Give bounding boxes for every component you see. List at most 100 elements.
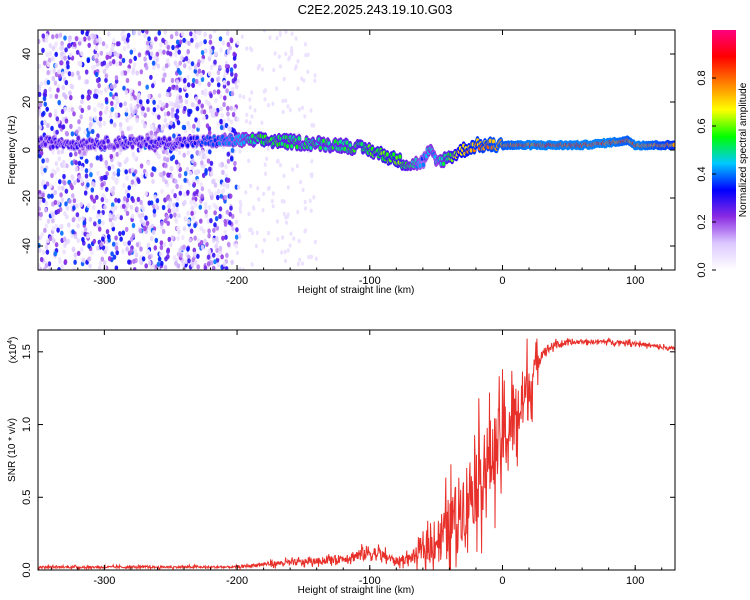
noise-cell bbox=[233, 63, 237, 69]
noise-cell bbox=[236, 78, 240, 84]
noise-cell bbox=[314, 239, 317, 245]
noise-cell bbox=[159, 240, 164, 246]
noise-cell bbox=[196, 178, 200, 184]
noise-cell bbox=[54, 93, 59, 99]
ridge-cell bbox=[333, 139, 337, 144]
noise-cell bbox=[96, 170, 100, 176]
noise-cell bbox=[151, 229, 156, 236]
noise-cell bbox=[64, 47, 68, 53]
noise-cell bbox=[191, 199, 196, 205]
noise-cell bbox=[225, 88, 229, 94]
noise-cell bbox=[240, 34, 244, 39]
ridge-cell bbox=[398, 154, 402, 159]
noise-cell bbox=[286, 104, 290, 109]
noise-cell bbox=[110, 202, 115, 208]
noise-cell bbox=[129, 106, 134, 112]
noise-cell bbox=[263, 30, 266, 33]
noise-cell bbox=[178, 190, 183, 196]
noise-cell bbox=[63, 106, 68, 112]
noise-cell bbox=[171, 84, 175, 90]
noise-cell bbox=[90, 128, 95, 135]
noise-cell bbox=[162, 66, 166, 72]
noise-cell bbox=[50, 193, 54, 199]
noise-cell bbox=[164, 256, 168, 262]
noise-cell bbox=[157, 30, 162, 36]
noise-cell bbox=[209, 48, 213, 54]
noise-cell bbox=[294, 36, 298, 41]
noise-cell bbox=[111, 226, 116, 232]
noise-cell bbox=[68, 52, 73, 58]
noise-cell bbox=[106, 234, 111, 240]
ridge-cell bbox=[469, 148, 473, 153]
noise-cell bbox=[79, 114, 83, 120]
noise-cell bbox=[230, 259, 234, 265]
noise-cell bbox=[132, 30, 136, 36]
noise-cell bbox=[230, 156, 234, 162]
noise-cell bbox=[176, 225, 180, 231]
noise-cell bbox=[132, 62, 137, 68]
noise-cell bbox=[93, 93, 97, 99]
noise-cell bbox=[100, 256, 105, 262]
spectrogram-y-axis-label: Frequency (Hz) bbox=[7, 116, 18, 185]
noise-cell bbox=[172, 255, 177, 261]
noise-cell bbox=[209, 93, 213, 99]
noise-cell bbox=[137, 80, 142, 87]
noise-cell bbox=[208, 34, 213, 40]
noise-cell bbox=[156, 261, 161, 267]
noise-cell bbox=[156, 128, 160, 134]
noise-cell bbox=[154, 237, 159, 243]
noise-cell bbox=[245, 46, 249, 51]
noise-cell bbox=[74, 151, 78, 157]
noise-cell bbox=[88, 122, 93, 128]
noise-cell bbox=[229, 67, 234, 73]
noise-cell bbox=[222, 101, 226, 108]
noise-cell bbox=[226, 151, 231, 157]
noise-cell bbox=[128, 58, 133, 64]
noise-cell bbox=[81, 236, 85, 243]
noise-cell bbox=[124, 107, 129, 113]
noise-cell bbox=[301, 261, 304, 266]
noise-cell bbox=[105, 229, 110, 235]
noise-cell bbox=[115, 177, 119, 183]
noise-cell bbox=[121, 35, 125, 42]
noise-cell bbox=[101, 220, 105, 226]
noise-cell bbox=[174, 178, 178, 184]
noise-cell bbox=[216, 121, 221, 127]
noise-cell bbox=[98, 260, 103, 266]
noise-cell bbox=[151, 178, 155, 185]
noise-cell bbox=[44, 263, 49, 269]
noise-cell bbox=[288, 243, 292, 248]
noise-cell bbox=[196, 62, 201, 68]
noise-cell bbox=[161, 204, 166, 211]
noise-cell bbox=[80, 165, 84, 171]
noise-cell bbox=[105, 245, 109, 251]
noise-cell bbox=[250, 90, 254, 95]
noise-cell bbox=[271, 204, 275, 209]
noise-cell bbox=[41, 179, 45, 185]
noise-cell bbox=[218, 206, 223, 212]
ridge-cell bbox=[318, 145, 322, 150]
spectrogram-marks bbox=[38, 30, 675, 270]
noise-cell bbox=[186, 120, 190, 126]
noise-cell bbox=[63, 68, 68, 74]
noise-cell bbox=[41, 158, 45, 164]
spectrogram-x-tick-label: 100 bbox=[626, 275, 644, 287]
noise-cell bbox=[38, 124, 42, 131]
noise-cell bbox=[272, 67, 276, 73]
noise-cell bbox=[261, 208, 265, 213]
noise-cell bbox=[209, 171, 214, 177]
noise-cell bbox=[191, 158, 195, 164]
noise-cell bbox=[41, 192, 45, 198]
noise-cell bbox=[199, 182, 204, 188]
noise-cell bbox=[54, 41, 59, 47]
noise-cell bbox=[69, 182, 73, 188]
noise-cell bbox=[226, 41, 231, 48]
noise-cell bbox=[291, 167, 295, 172]
noise-cell bbox=[265, 156, 269, 161]
noise-cell bbox=[54, 63, 58, 69]
noise-cell bbox=[119, 215, 123, 221]
noise-cell bbox=[94, 53, 98, 60]
noise-cell bbox=[245, 112, 249, 118]
noise-cell bbox=[136, 196, 141, 202]
noise-cell bbox=[281, 98, 285, 104]
